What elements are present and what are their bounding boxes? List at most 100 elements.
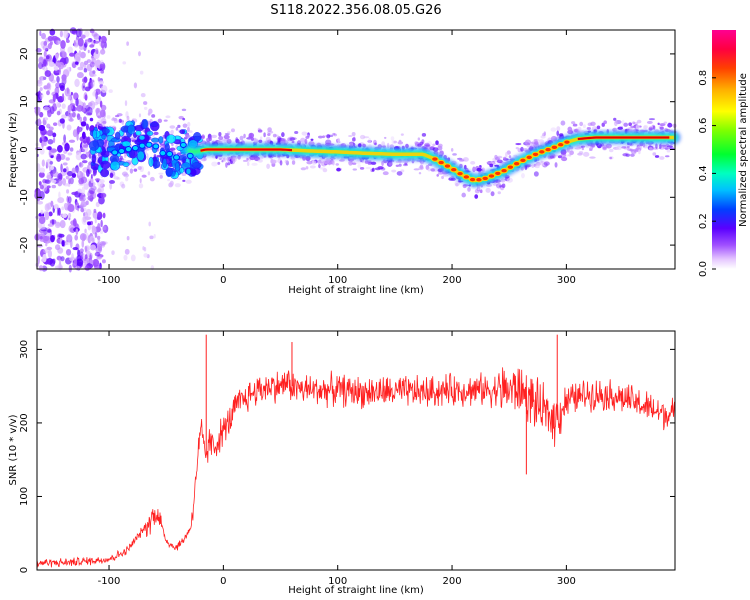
spectrogram-halo-point: [97, 115, 102, 119]
spectrogram-noise-point: [67, 170, 74, 177]
spectrogram-halo-point: [272, 133, 277, 138]
spectrogram-noise-point: [75, 28, 82, 38]
snr-x-ticks: -100 0 100 200 300: [98, 331, 576, 587]
ridge-bead: [506, 164, 515, 170]
spectrogram-y-tick-label: 10: [19, 95, 30, 108]
spectrogram-noise-point: [47, 43, 52, 50]
spectrogram-noise-point: [46, 90, 50, 96]
spectrogram-halo-point: [630, 153, 635, 157]
spectrogram-halo-point: [336, 167, 341, 172]
spectrogram-noise-point: [62, 93, 65, 101]
spectrogram-halo-point: [279, 160, 283, 166]
spectrogram-y-tick-label: 0: [19, 146, 30, 152]
spectrogram-blob: [121, 140, 131, 148]
spectrogram-halo-point: [648, 126, 653, 131]
spectrogram-noise-point: [43, 40, 48, 46]
spectrogram-halo-point: [318, 163, 321, 169]
spectrogram-noise-point: [71, 191, 79, 196]
spectrogram-halo-point: [531, 164, 535, 168]
snr-y-tick-label: 100: [19, 487, 30, 506]
spectrogram-halo-point: [530, 143, 536, 148]
spectrogram-noise-point: [84, 265, 91, 271]
spectrogram-noise-point: [123, 254, 128, 261]
ridge-bead: [131, 145, 139, 152]
spectrogram-noise-point: [101, 259, 106, 264]
spectrogram-noise-point: [100, 85, 108, 94]
spectrogram-halo-point: [208, 136, 213, 142]
spectrogram-halo-point: [455, 182, 459, 187]
spectrogram-halo-point: [217, 156, 224, 159]
spectrogram-halo-point: [391, 169, 397, 173]
spectrogram-halo-point: [322, 135, 326, 139]
ridge-bead: [111, 149, 119, 156]
spectrogram-noise-point: [38, 215, 46, 225]
spectrogram-halo-point: [317, 159, 322, 164]
spectrogram-noise-point: [51, 184, 57, 189]
spectrogram-noise-point: [72, 92, 78, 100]
spectrogram-noise-point: [66, 189, 70, 194]
spectrogram-noise-point: [57, 197, 65, 204]
spectrogram-halo-point: [461, 192, 466, 198]
spectrogram-halo-point: [270, 158, 274, 164]
spectrogram-noise-point: [79, 248, 84, 253]
spectrogram-halo-point: [306, 160, 313, 165]
spectrogram-halo-point: [357, 164, 361, 168]
spectrogram-halo-point: [217, 140, 223, 143]
spectrogram-halo-point: [248, 132, 255, 139]
spectrogram-halo-point: [538, 139, 545, 144]
spectrogram-noise-point: [126, 41, 129, 46]
spectrogram-noise-point: [70, 91, 74, 96]
spectrogram-noise-point: [100, 192, 107, 199]
spectrogram-halo-point: [450, 177, 456, 181]
spectrogram-blob: [88, 140, 100, 151]
spectrogram-halo-point: [396, 171, 403, 176]
spectrogram-noise-point: [34, 106, 41, 116]
figure-title: S118.2022.356.08.05.G26: [270, 3, 441, 18]
spectrogram-halo-point: [393, 140, 398, 144]
ridge-bead: [550, 144, 559, 151]
spectrogram-halo-point: [267, 133, 271, 136]
spectrogram-halo-point: [479, 189, 483, 194]
spectrogram-halo-point: [181, 108, 187, 112]
spectrogram-halo-point: [332, 160, 335, 166]
spectrogram-noise-point: [75, 61, 79, 65]
spectrogram-noise-point: [94, 48, 99, 55]
spectrogram-halo-point: [590, 121, 596, 127]
ridge-bead: [563, 139, 571, 145]
spectrogram-halo-point: [424, 142, 430, 147]
spectrogram-noise-point: [70, 239, 73, 249]
spectrogram-noise-point: [113, 117, 118, 124]
spectrogram-halo-point: [291, 156, 296, 161]
spectrogram-halo-point: [454, 181, 461, 186]
spectrogram-halo-point: [118, 118, 122, 123]
spectrogram-noise-point: [47, 35, 53, 42]
spectrogram-halo-point: [253, 137, 257, 140]
spectrogram-noise-point: [42, 235, 50, 242]
spectrogram-noise-point: [41, 159, 45, 167]
spectrogram-noise-point: [84, 94, 88, 101]
spectrogram-halo-point: [630, 149, 637, 154]
spectrogram-halo-point: [615, 145, 622, 151]
ridge-bead: [159, 150, 167, 157]
spectrogram-halo-point: [605, 143, 612, 149]
spectrogram-halo-point: [609, 148, 614, 153]
spectrogram-blob: [141, 119, 148, 130]
spectrogram-halo-point: [182, 179, 186, 182]
ridge-bead: [443, 163, 452, 169]
spectrogram-halo-point: [390, 136, 395, 141]
ridge-bead: [437, 159, 445, 166]
colorbar-tick-label: 0.6: [698, 118, 709, 134]
spectrogram-halo-point: [332, 132, 336, 136]
spectrogram-noise-point: [57, 61, 65, 70]
spectrogram-noise-point: [87, 81, 94, 90]
spectrogram-halo-point: [348, 160, 353, 166]
spectrogram-noise-point: [68, 139, 76, 143]
spectrogram-noise-point: [46, 129, 54, 137]
spectrogram-halo-point: [589, 148, 593, 151]
ridge-bead: [186, 152, 194, 159]
spectrogram-halo-point: [121, 183, 126, 189]
spectrogram-halo-point: [184, 136, 188, 140]
spectrogram-blob: [174, 162, 180, 172]
spectrogram-noise-point: [85, 123, 90, 131]
spectrogram-noise-point: [39, 87, 43, 91]
